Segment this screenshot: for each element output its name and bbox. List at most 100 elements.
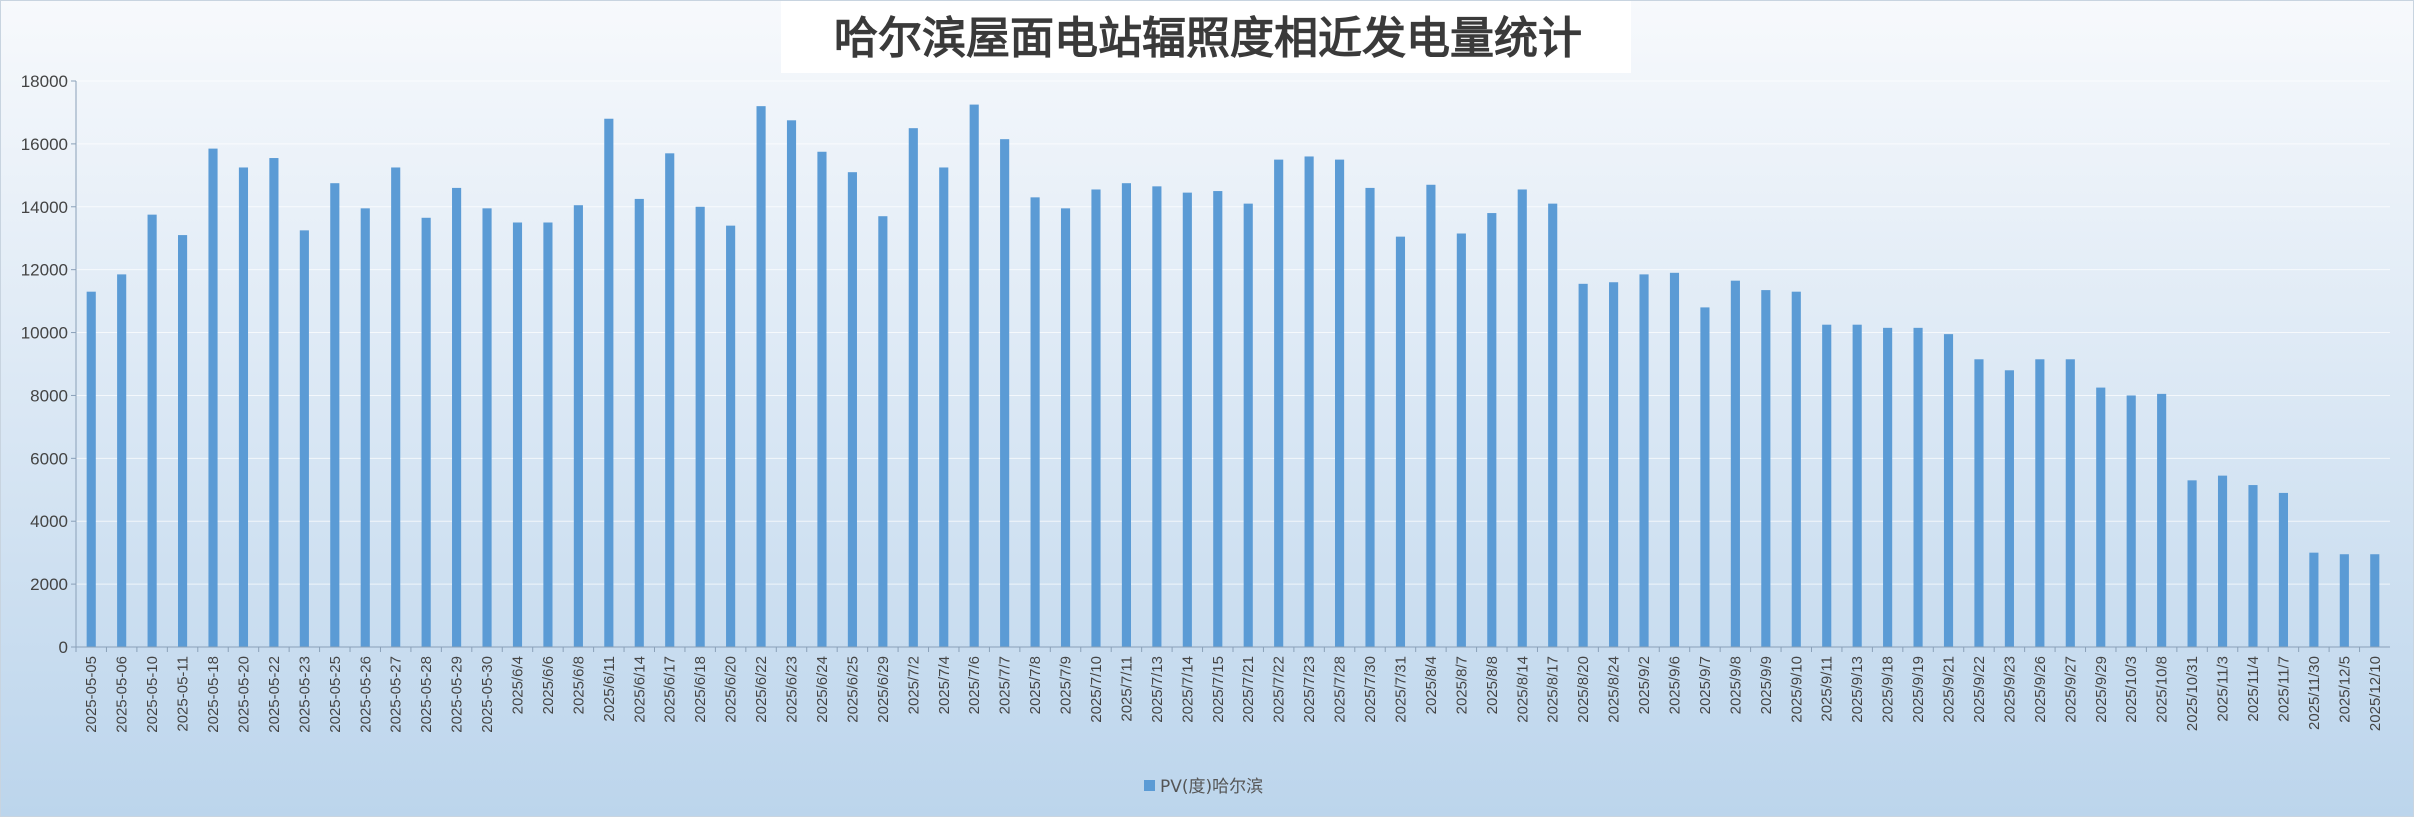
bar (512, 222, 523, 647)
bar (330, 183, 340, 647)
x-tick-label: 2025/7/9 (1058, 656, 1075, 714)
bar (726, 225, 736, 647)
x-tick-label: 2025/7/7 (997, 656, 1014, 714)
bar (573, 205, 583, 647)
x-tick-label: 2025/12/5 (2336, 656, 2353, 723)
bar (756, 106, 766, 647)
chart-title: 哈尔滨屋面电站辐照度相近发电量统计 (834, 13, 1582, 64)
y-tick-label: 12000 (21, 261, 68, 280)
bar (2096, 387, 2106, 647)
y-tick-label: 16000 (21, 135, 68, 154)
x-tick-label: 2025/6/24 (814, 656, 831, 723)
x-tick-label: 2025/9/2 (1636, 656, 1653, 714)
bar (452, 187, 462, 647)
bar (1578, 283, 1588, 647)
bar (908, 128, 918, 648)
legend: PV(度)哈尔滨 (1144, 777, 1263, 797)
x-tick-label: 2025/6/6 (540, 656, 557, 714)
bar (1548, 203, 1558, 647)
bar (543, 222, 553, 647)
x-tick-label: 2025/10/8 (2154, 656, 2171, 723)
x-tick-label: 2025/9/9 (1758, 656, 1775, 714)
bar (391, 167, 401, 647)
x-tick-label: 2025-05-30 (479, 656, 496, 733)
bar (177, 235, 188, 648)
bar (1213, 191, 1223, 648)
x-tick-label: 2025-05-25 (327, 656, 344, 733)
x-tick-label: 2025/6/4 (509, 656, 526, 714)
bar (969, 104, 979, 648)
bar (1669, 272, 1680, 647)
x-tick-label: 2025/9/23 (2001, 656, 2018, 723)
bar (2187, 480, 2197, 647)
bar (1243, 203, 1253, 647)
x-tick-label: 2025/7/8 (1027, 656, 1044, 714)
x-tick-label: 2025/9/7 (1697, 656, 1714, 714)
bar (1639, 274, 1649, 647)
x-tick-label: 2025/7/13 (1149, 656, 1166, 723)
bar (1395, 236, 1406, 647)
bar (86, 291, 96, 647)
bar (1852, 324, 1862, 647)
bar (1030, 197, 1040, 647)
bar (2126, 395, 2136, 647)
legend-label: PV(度)哈尔滨 (1160, 777, 1263, 797)
x-tick-label: 2025/7/6 (966, 656, 983, 714)
x-tick-label: 2025/8/17 (1545, 656, 1562, 723)
bar (2309, 552, 2319, 647)
bar (2248, 485, 2258, 647)
x-tick-label: 2025-05-05 (83, 656, 100, 733)
bar (2004, 370, 2014, 647)
bar (786, 120, 797, 648)
bar (299, 230, 309, 647)
axes (71, 80, 2390, 652)
x-tick-label: 2025-05-29 (449, 656, 466, 733)
x-tick-label: 2025/11/30 (2306, 656, 2323, 730)
bar (1121, 183, 1132, 647)
x-tick-label: 2025/8/14 (1514, 656, 1531, 723)
x-tick-label: 2025/6/23 (784, 656, 801, 723)
bar (1791, 291, 1801, 647)
x-tick-label: 2025/8/20 (1575, 656, 1592, 723)
bar (238, 167, 249, 647)
x-tick-label: 2025-05-06 (114, 656, 131, 733)
bar (1456, 233, 1466, 647)
gridlines (76, 80, 2390, 585)
bar (939, 167, 949, 647)
bar (1365, 187, 1375, 647)
x-tick-label: 2025-05-10 (144, 656, 161, 733)
bar (665, 153, 675, 648)
bar (817, 151, 827, 647)
x-tick-label: 2025/7/4 (936, 656, 953, 714)
x-tick-label: 2025/7/31 (1392, 656, 1409, 723)
x-tick-label: 2025/9/10 (1788, 656, 1805, 723)
title-background (781, 1, 1631, 73)
y-tick-label: 18000 (21, 72, 68, 91)
y-tick-label: 4000 (30, 512, 68, 531)
bar (1730, 280, 1740, 647)
x-tick-label: 2025/7/2 (905, 656, 922, 714)
x-tick-label: 2025/9/22 (1971, 656, 1988, 723)
bar (2339, 554, 2349, 647)
y-tick-label: 2000 (30, 575, 68, 594)
x-tick-label: 2025/9/29 (2093, 656, 2110, 723)
y-tick-label: 6000 (30, 449, 68, 468)
x-tick-label: 2025/8/8 (1484, 656, 1501, 714)
x-tick-label: 2025/9/13 (1849, 656, 1866, 723)
bar (2065, 359, 2075, 647)
bar (878, 216, 888, 647)
y-tick-label: 14000 (21, 198, 68, 217)
bar (2035, 359, 2045, 647)
x-tick-label: 2025-05-22 (266, 656, 283, 733)
x-tick-label: 2025-05-11 (175, 656, 192, 732)
bar (1182, 192, 1192, 647)
bar (2217, 475, 2228, 647)
bar (695, 206, 705, 647)
x-tick-label: 2025/11/3 (2215, 656, 2232, 722)
bar (360, 208, 370, 647)
bar (269, 158, 279, 648)
bar (147, 214, 157, 647)
x-tick-label: 2025-05-26 (357, 656, 374, 733)
x-tick-label: 2025-05-28 (418, 656, 435, 733)
bar (1883, 327, 1893, 647)
